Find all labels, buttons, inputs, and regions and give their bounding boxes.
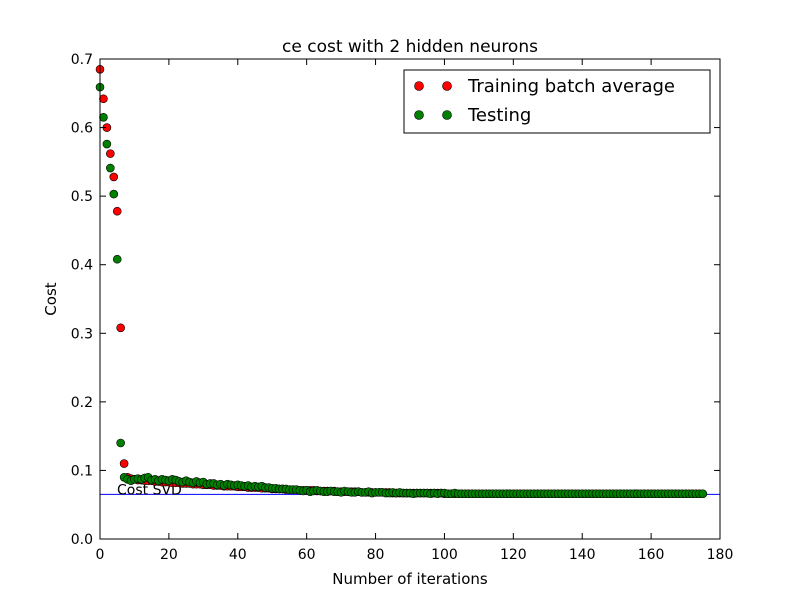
testing-point — [116, 438, 125, 448]
testing-point — [112, 254, 122, 264]
legend-marker — [414, 81, 424, 91]
testing-point — [698, 489, 708, 499]
legend-marker — [442, 110, 452, 120]
y-tick-label: 0.0 — [71, 532, 93, 548]
testing-point — [102, 139, 112, 149]
training-point — [99, 94, 108, 104]
x-axis-label: Number of iterations — [332, 570, 488, 588]
y-tick-label: 0.1 — [71, 463, 93, 479]
x-axis: 0 20 40 60 80 100 120 140 160 180 — [96, 59, 734, 563]
y-axis: 0.0 0.1 0.2 0.3 0.4 0.5 0.6 0.7 — [71, 52, 720, 548]
legend-box — [403, 69, 711, 134]
y-tick-label: 0.5 — [71, 189, 93, 205]
legend-label: Testing — [467, 105, 531, 126]
x-tick-label: 160 — [638, 547, 665, 563]
y-tick-label: 0.4 — [71, 258, 93, 274]
x-tick-label: 120 — [500, 547, 527, 563]
training-point — [116, 323, 125, 333]
y-tick-label: 0.3 — [71, 326, 93, 342]
testing-point — [99, 112, 108, 122]
x-tick-label: 100 — [431, 547, 458, 563]
x-tick-label: 140 — [569, 547, 596, 563]
x-tick-label: 40 — [229, 547, 247, 563]
x-tick-label: 60 — [298, 547, 316, 563]
y-tick-label: 0.2 — [71, 395, 93, 411]
training-point — [119, 459, 129, 468]
chart-title: ce cost with 2 hidden neurons — [282, 37, 538, 57]
x-tick-label: 20 — [160, 547, 178, 563]
y-tick-label: 0.7 — [71, 52, 93, 68]
legend-marker — [442, 81, 452, 91]
training-point — [106, 149, 115, 158]
plot-area: Cost SVD — [95, 58, 721, 540]
plot-frame — [99, 58, 721, 540]
testing-point — [109, 189, 119, 199]
series-testing — [95, 82, 708, 499]
series-layer — [95, 64, 708, 499]
x-tick-label: 80 — [367, 547, 385, 563]
legend-label: Training batch average — [467, 76, 675, 97]
y-axis-label: Cost — [42, 282, 60, 315]
y-tick-label: 0.6 — [71, 121, 93, 137]
svd-reference-label: Cost SVD — [117, 482, 182, 498]
training-point — [109, 172, 119, 182]
testing-point — [106, 163, 115, 173]
x-tick-label: 180 — [707, 547, 734, 563]
legend: Training batch average Testing — [403, 69, 711, 134]
legend-marker — [414, 110, 424, 120]
training-point — [112, 206, 122, 216]
x-tick-label: 0 — [96, 547, 105, 563]
